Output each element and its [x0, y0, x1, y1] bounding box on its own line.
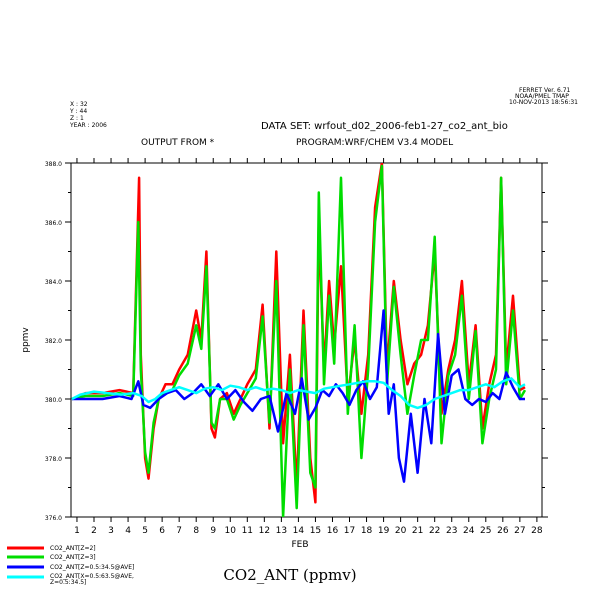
- figure-title: CO2_ANT (ppmv): [223, 566, 356, 584]
- output-from-label: OUTPUT FROM *: [141, 138, 215, 148]
- x-tick-label: 21: [412, 526, 423, 536]
- x-tick-label: 23: [446, 526, 457, 536]
- x-tick-label: 25: [480, 526, 491, 536]
- x-tick-label: 20: [395, 526, 407, 536]
- program-label: PROGRAM:WRF/CHEM V3.4 MODEL: [296, 138, 453, 148]
- x-tick-label: 17: [344, 526, 355, 536]
- coord-z: Z : 1: [70, 115, 84, 122]
- x-tick-label: 22: [429, 526, 440, 536]
- x-tick-label: 7: [176, 526, 182, 536]
- dataset-title: DATA SET: wrfout_d02_2006-feb1-27_co2_an…: [261, 121, 508, 132]
- x-tick-label: 9: [210, 526, 216, 536]
- x-tick-label: 1: [74, 526, 80, 536]
- y-tick-label: 384.0: [45, 279, 62, 286]
- x-axis: 1 2 3 4 5 6 7 8 9 10 11 12 13 14 15 16 17 18 19 20 21 22 23 24 2…: [74, 158, 543, 536]
- x-tick-label: 12: [259, 526, 270, 536]
- x-tick-label: 6: [159, 526, 165, 536]
- x-tick-label: 2: [91, 526, 97, 536]
- x-tick-label: 16: [327, 526, 339, 536]
- x-tick-label: 24: [463, 526, 475, 536]
- x-tick-label: 26: [497, 526, 509, 536]
- legend-label-xave-2: Z=0.5:34.5]: [50, 579, 86, 586]
- x-tick-label: 5: [142, 526, 148, 536]
- x-tick-label: 18: [361, 526, 373, 536]
- x-tick-label: 10: [225, 526, 237, 536]
- series-layer: [71, 163, 527, 517]
- y-tick-label: 380.0: [45, 397, 62, 404]
- x-axis-label: FEB: [291, 540, 308, 550]
- organization-label: NOAA/PMEL TMAP: [515, 93, 569, 100]
- x-tick-label: 14: [293, 526, 305, 536]
- legend-label-z3: CO2_ANT[Z=3]: [50, 554, 96, 561]
- x-tick-label: 3: [108, 526, 114, 536]
- series-line-3: [71, 309, 525, 483]
- y-tick-label: 378.0: [45, 456, 62, 463]
- y-tick-label: 386.0: [45, 220, 62, 227]
- ferret-version: FERRET Ver. 6.71: [519, 87, 571, 94]
- series-line-4: [71, 377, 526, 410]
- legend: CO2_ANT[Z=2] CO2_ANT[Z=3] CO2_ANT[Z=0.5:…: [7, 545, 134, 586]
- x-tick-label: 13: [276, 526, 287, 536]
- x-tick-label: 15: [310, 526, 321, 536]
- y-tick-label: 376.0: [45, 515, 62, 522]
- y-tick-label: 388.0: [45, 161, 62, 168]
- x-tick-label: 4: [125, 526, 131, 536]
- y-axis-label: ppmv: [21, 327, 31, 353]
- x-tick-label: 28: [531, 526, 543, 536]
- x-tick-label: 19: [378, 526, 390, 536]
- legend-label-zave: CO2_ANT[Z=0.5:34.5@AVE]: [50, 564, 134, 571]
- x-tick-label: 11: [242, 526, 253, 536]
- legend-label-xave: CO2_ANT[X=0.5:63.5@AVE,: [50, 573, 134, 580]
- coord-year: YEAR : 2006: [69, 122, 107, 129]
- legend-label-z2: CO2_ANT[Z=2]: [50, 545, 96, 552]
- coord-y: Y : 44: [69, 108, 87, 115]
- y-axis: 376.0 378.0 380.0 382.0 384.0 386.0 388.0: [45, 161, 548, 522]
- coord-x: X : 32: [70, 101, 88, 108]
- x-tick-label: 27: [514, 526, 525, 536]
- x-tick-label: 8: [193, 526, 199, 536]
- timestamp-label: 10-NOV-2013 18:56:31: [509, 99, 578, 106]
- y-tick-label: 382.0: [45, 338, 62, 345]
